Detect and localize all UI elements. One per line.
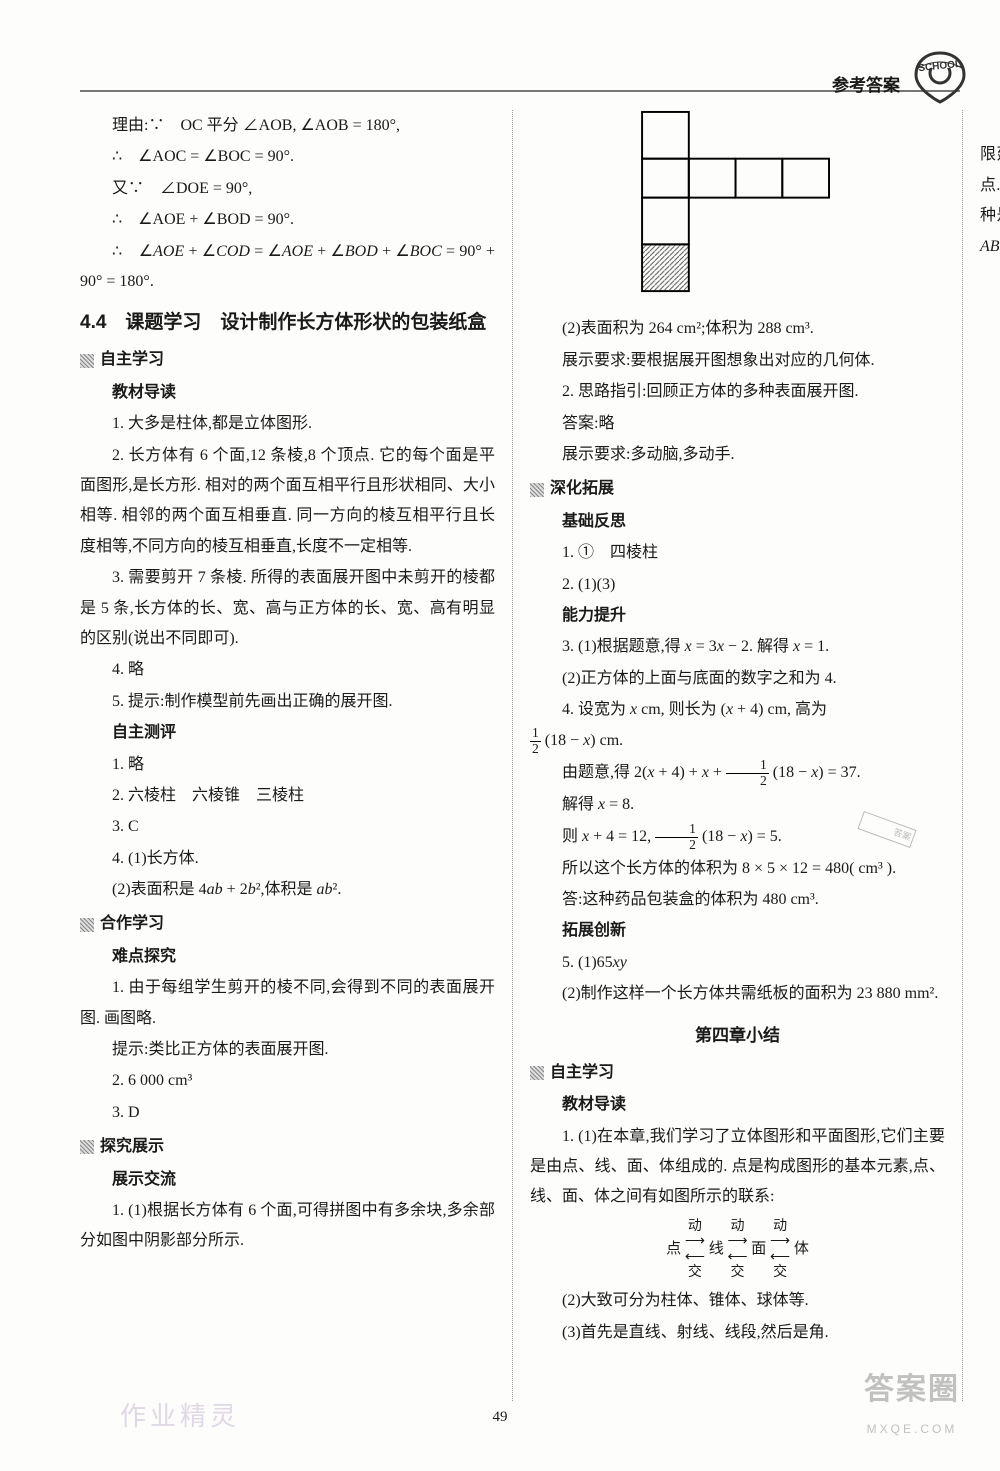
- label-jiaocai: 教材导读: [530, 1090, 945, 1120]
- list-item: (2)表面积为 264 cm²;体积为 288 cm³.: [530, 314, 945, 344]
- list-item: 1. ① 四棱柱: [530, 538, 945, 568]
- square-marker-icon: [80, 918, 94, 932]
- reason-line: ∴ ∠AOE + ∠COD = ∠AOE + ∠BOD + ∠BOC = 90°…: [80, 237, 495, 298]
- list-item: 1. 略: [80, 750, 495, 780]
- list-item: (2)大致可分为柱体、锥体、球体等.: [530, 1286, 945, 1316]
- double-arrow-icon: 动⟶⟵交: [770, 1219, 790, 1281]
- list-item: 2. 6 000 cm³: [80, 1066, 495, 1096]
- list-item: 1. (1)根据长方体有 6 个面,可得拼图中有多余块,多余部分如图中阴影部分所…: [80, 1196, 495, 1257]
- node-line: 线: [709, 1241, 724, 1257]
- list-item: 解得 x = 8.: [530, 790, 945, 820]
- square-marker-icon: [80, 354, 94, 368]
- square-marker-icon: [80, 1140, 94, 1154]
- list-item: 3. D: [80, 1098, 495, 1128]
- node-face: 面: [751, 1241, 766, 1257]
- list-item: 2. (1)(3): [530, 570, 945, 600]
- watermark-small: MXQE.COM: [864, 1418, 960, 1441]
- reason-line: 理由:∵ OC 平分 ∠AOB, ∠AOB = 180°,: [80, 111, 495, 141]
- watermark-left: 作业精灵: [120, 1392, 240, 1441]
- subheading-tanjiu: 探究展示: [80, 1132, 495, 1162]
- list-item: (2)表面积是 4ab + 2b²,体积是 ab².: [80, 875, 495, 905]
- point-line-face-body-figure: 点 动⟶⟵交 线 动⟶⟵交 面 动⟶⟵交 体: [530, 1219, 945, 1281]
- subheading-zizhu: 自主学习: [530, 1058, 945, 1088]
- label-jichu: 基础反思: [530, 507, 945, 537]
- header-rule: [80, 90, 960, 92]
- reason-line: 又∵ ∠DOE = 90°,: [80, 174, 495, 204]
- list-item: (3)首先是直线、射线、线段,然后是角.: [530, 1318, 945, 1348]
- net-svg-icon: [640, 110, 835, 295]
- double-arrow-icon: 动⟶⟵交: [727, 1219, 747, 1281]
- list-item: 展示要求:要根据展开图想象出对应的几何体.: [530, 346, 945, 376]
- label-nandian: 难点探究: [80, 942, 495, 972]
- reason-line: ∴ ∠AOE + ∠BOD = 90°.: [80, 205, 495, 235]
- list-item: (2)制作这样一个长方体共需纸板的面积为 23 880 mm².: [530, 979, 945, 1009]
- list-item: 1. 大多是柱体,都是立体图形.: [80, 409, 495, 439]
- main-content: 理由:∵ OC 平分 ∠AOB, ∠AOB = 180°, ∴ ∠AOC = ∠…: [80, 110, 945, 1401]
- list-item: 5. 提示:制作模型前先画出正确的展开图.: [80, 687, 495, 717]
- square-marker-icon: [530, 483, 544, 497]
- label-zhanshi: 展示交流: [80, 1165, 495, 1195]
- double-arrow-icon: 动⟶⟵交: [685, 1219, 705, 1281]
- list-item: 提示:类比正方体的表面展开图.: [80, 1035, 495, 1065]
- list-item: 答案:略: [530, 409, 945, 439]
- label-tuozhan: 拓展创新: [530, 916, 945, 946]
- subheading-text: 自主学习: [100, 345, 164, 375]
- list-item: 1. (1)在本章,我们学习了立体图形和平面图形,它们主要是由点、线、面、体组成…: [530, 1122, 945, 1213]
- subheading-zizhu: 自主学习: [80, 345, 495, 375]
- reason-line: ∴ ∠AOC = ∠BOC = 90°.: [80, 142, 495, 172]
- svg-text:SCHOOL: SCHOOL: [918, 59, 962, 74]
- list-item: 答:这种药品包装盒的体积为 480 cm³.: [530, 885, 945, 915]
- list-item: 3. C: [80, 812, 495, 842]
- list-item: 2. 思路指引:回顾正方体的多种表面展开图.: [530, 377, 945, 407]
- subheading-text: 深化拓展: [550, 474, 614, 504]
- label-nengli: 能力提升: [530, 601, 945, 631]
- school-badge-icon: SCHOOL: [910, 50, 970, 105]
- list-item: 4. 略: [80, 655, 495, 685]
- subheading-shenhua: 深化拓展: [530, 474, 945, 504]
- subheading-text: 探究展示: [100, 1132, 164, 1162]
- list-item: 5. (1)65xy: [530, 948, 945, 978]
- list-item: 所以这个长方体的体积为 8 × 5 × 12 = 480( cm³ ).: [530, 854, 945, 884]
- list-item: 3. (1)根据题意,得 x = 3x − 2. 解得 x = 1.: [530, 632, 945, 662]
- chapter-summary-title: 第四章小结: [530, 1020, 945, 1052]
- section-44-title: 4.4 课题学习 设计制作长方体形状的包装纸盒: [80, 305, 495, 341]
- subheading-text: 自主学习: [550, 1058, 614, 1088]
- watermark-big: 答案圈: [864, 1361, 960, 1418]
- list-item: 由题意,得 2(x + 4) + x + 12 (18 − x) = 37.: [530, 758, 945, 789]
- list-item: 则 x + 4 = 12, 12 (18 − x) = 5.答案: [530, 822, 945, 853]
- list-item: 2. 六棱柱 六棱锥 三棱柱: [80, 781, 495, 811]
- label-jiaocai: 教材导读: [80, 378, 495, 408]
- header-title: 参考答案: [832, 70, 900, 102]
- node-point: 点: [666, 1241, 681, 1257]
- list-item: 3. 需要剪开 7 条棱. 所得的表面展开图中未剪开的棱都是 5 条,长方体的长…: [80, 563, 495, 654]
- list-item: 2. 长方体有 6 个面,12 条棱,8 个顶点. 它的每个面是平面图形,是长方…: [80, 441, 495, 563]
- subheading-text: 合作学习: [100, 909, 164, 939]
- list-item: 4. (1)长方体.: [80, 844, 495, 874]
- square-marker-icon: [530, 1066, 544, 1080]
- list-item: (2)正方体的上面与底面的数字之和为 4.: [530, 664, 945, 694]
- label-zice: 自主测评: [80, 718, 495, 748]
- list-item: 1. 由于每组学生剪开的棱不同,会得到不同的表面展开图. 画图略.: [80, 973, 495, 1034]
- list-item: 4. 设宽为 x cm, 则长为 (x + 4) cm, 高为: [530, 695, 945, 725]
- page-number: 49: [493, 1403, 508, 1432]
- list-item: 展示要求:多动脑,多动手.: [530, 440, 945, 470]
- subheading-hezuo: 合作学习: [80, 909, 495, 939]
- watermark-right: 答案圈 MXQE.COM: [864, 1361, 960, 1441]
- node-body: 体: [794, 1241, 809, 1257]
- list-item: 直线向两方无限延伸,所以直线没有端点;射线向一方无限延伸,所以有一个端点;线段有…: [980, 110, 1000, 262]
- list-item: 12 (18 − x) cm.: [530, 726, 945, 757]
- cuboid-net-figure: [640, 110, 835, 306]
